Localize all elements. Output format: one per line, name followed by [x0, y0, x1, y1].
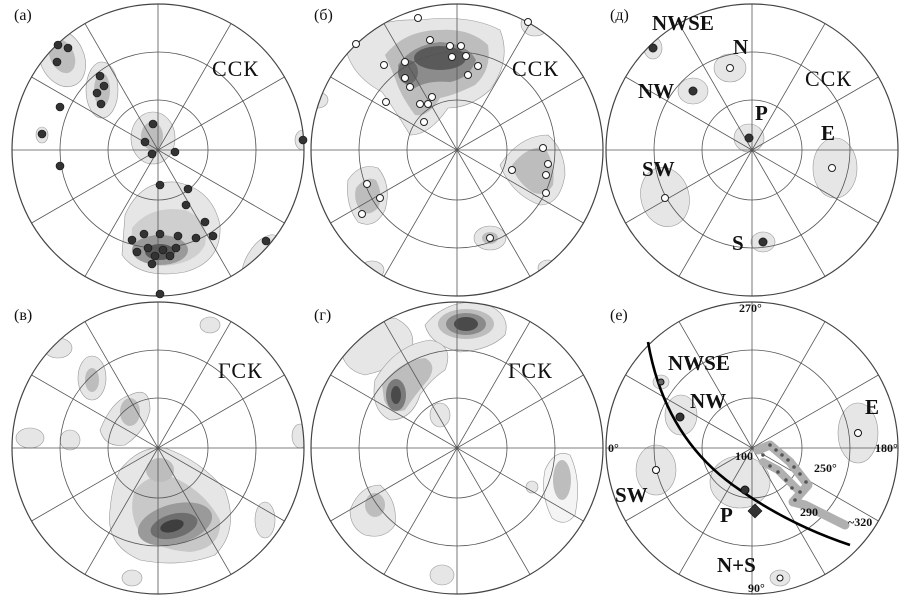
panel-d: [605, 3, 899, 297]
panel-v-contours: [15, 316, 304, 587]
panel-g-system: ГСК: [508, 358, 553, 383]
panel-e-ns: N+S: [717, 553, 756, 577]
panel-d-s: S: [732, 231, 744, 255]
panel-e-t320: ~320: [848, 515, 872, 529]
panel-d-system: ССК: [805, 66, 852, 91]
panel-a-system: ССК: [212, 56, 259, 81]
panel-e-net: [605, 301, 899, 595]
panel-d-points: [648, 43, 836, 247]
panel-a-label: (а): [14, 7, 32, 24]
panel-e-nwse: NWSE: [668, 351, 730, 375]
panel-e-path-dots: [761, 443, 808, 502]
panel-b-contours: [311, 11, 566, 280]
panel-e-nw: NW: [690, 389, 726, 413]
panel-g-label: (г): [314, 307, 331, 324]
panel-e-great-circle: [646, 341, 851, 547]
panel-d-nw: NW: [638, 79, 674, 103]
panel-e-t290: 290: [800, 505, 818, 519]
panel-e-diamond-marker: [747, 503, 763, 519]
panel-d-annotations: NWSE N NW P E SW S: [638, 11, 835, 255]
panel-d-p: P: [755, 101, 768, 125]
panel-a: [11, 3, 308, 299]
panel-d-sw: SW: [642, 157, 675, 181]
panel-e: [605, 301, 899, 595]
panel-e-contours: [635, 374, 879, 587]
panel-e-t250: 250°: [814, 461, 837, 475]
panel-g-net: [310, 301, 604, 595]
panel-d-e: E: [821, 121, 835, 145]
panel-e-deg-top: 270°: [739, 301, 762, 315]
panel-e-sw: SW: [615, 483, 648, 507]
panel-e-p: P: [720, 503, 733, 527]
panel-a-points: [37, 40, 308, 299]
panel-b-net: [310, 3, 604, 297]
panel-e-deg-right: 180°: [875, 441, 898, 455]
panel-e-deg-bottom: 90°: [748, 581, 765, 595]
panel-d-label: (д): [610, 7, 629, 24]
panel-e-deg-left: 0°: [608, 441, 619, 455]
panel-d-net: [605, 3, 899, 297]
panel-b: [310, 3, 604, 297]
panel-labels: (а) (б) (д) (в) (г) (е): [14, 7, 629, 324]
panel-v-label: (в): [14, 307, 32, 324]
panel-b-points: [352, 14, 552, 242]
panel-g-contours: [339, 302, 578, 586]
panel-e-label: (е): [610, 307, 628, 324]
panel-v-system: ГСК: [218, 358, 263, 383]
panel-e-points: [652, 378, 862, 582]
panel-v-net: [11, 301, 305, 595]
panel-d-n: N: [733, 35, 748, 59]
panel-b-label: (б): [314, 7, 333, 24]
panel-b-system: ССК: [512, 56, 559, 81]
panel-e-t100: 100: [735, 449, 753, 463]
panel-e-gray-path-2: [759, 458, 802, 494]
panel-e-annotations: 270° 0° 180° 90° NWSE NW E SW P N+S 100 …: [608, 301, 898, 595]
panel-v: [11, 301, 305, 595]
system-labels: ССК ССК ССК ГСК ГСК: [212, 56, 852, 383]
panel-g: [310, 301, 604, 595]
panel-d-nwse: NWSE: [652, 11, 714, 35]
panel-e-e: E: [865, 395, 879, 419]
